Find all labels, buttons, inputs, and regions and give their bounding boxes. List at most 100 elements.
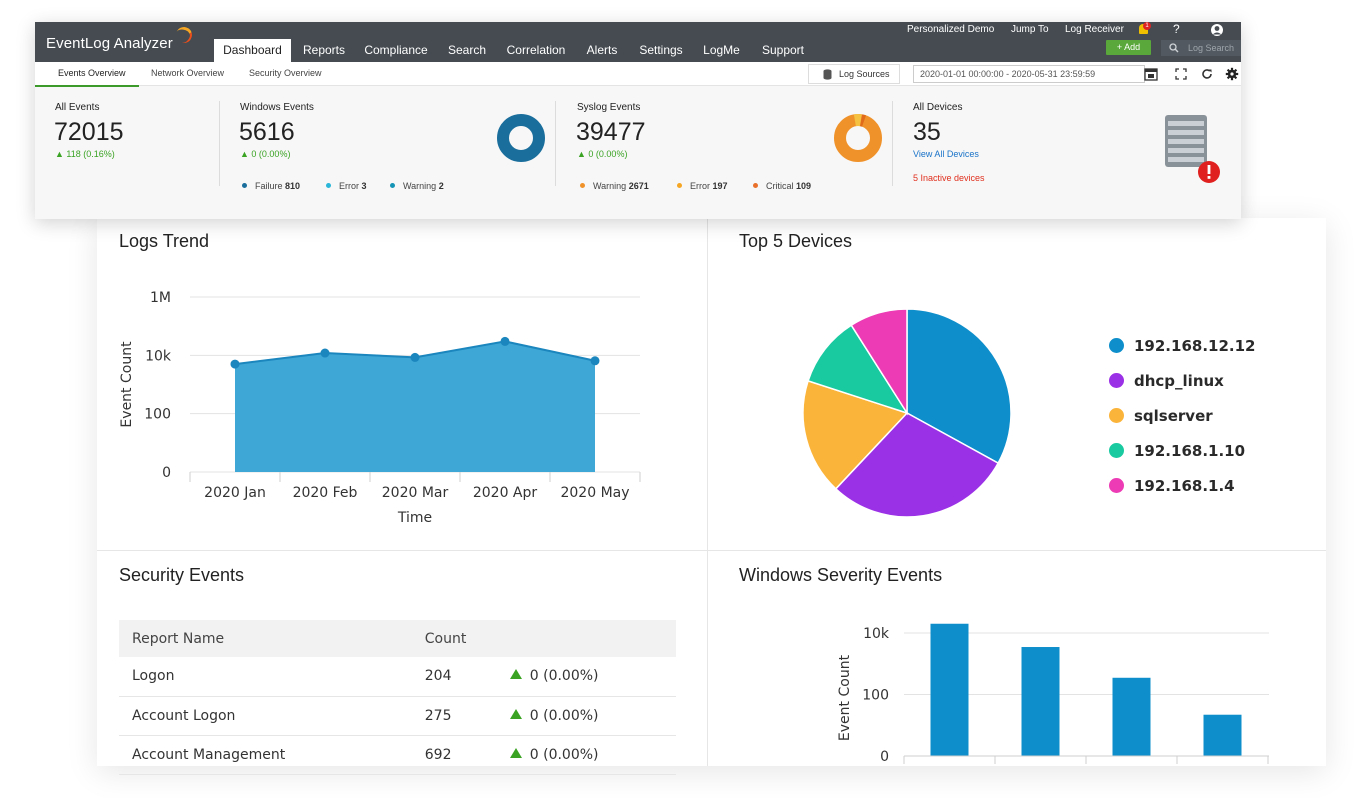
search-icon (1169, 43, 1179, 53)
legend-label: dhcp_linux (1134, 371, 1224, 390)
jump-to-link[interactable]: Jump To (1011, 24, 1049, 35)
legend-item[interactable]: 192.168.1.4 (1109, 468, 1255, 503)
security-events-title: Security Events (119, 565, 245, 585)
legend-dot (1109, 408, 1124, 423)
y-axis-title: Event Count (837, 654, 853, 741)
active-subtab-indicator (35, 85, 139, 87)
fullscreen-icon[interactable] (1173, 66, 1189, 82)
x-tick-label: 2020 Mar (382, 485, 449, 501)
table-row[interactable]: Account Logon 275 0 (0.00%) (119, 696, 676, 736)
legend-item[interactable]: sqlserver (1109, 398, 1255, 433)
change-value: 0 (0.00%) (529, 668, 599, 685)
legend-syslog-critical: Critical 109 (753, 181, 811, 191)
report-name-cell[interactable]: Logon (119, 657, 412, 697)
y-tick-label: 0 (880, 749, 889, 765)
windows-events-change: ▲ 0 (0.00%) (240, 149, 291, 159)
severity-bar[interactable] (1021, 647, 1060, 756)
windows-events-donut[interactable] (496, 113, 546, 163)
syslog-error-dot (677, 183, 682, 188)
legend-item[interactable]: dhcp_linux (1109, 363, 1255, 398)
user-avatar-icon[interactable] (1210, 23, 1224, 37)
syslog-events-value[interactable]: 39477 (576, 118, 646, 146)
tab-settings[interactable]: Settings (639, 43, 683, 57)
trend-point[interactable] (230, 359, 240, 369)
server-icon (1165, 115, 1207, 167)
severity-bar[interactable] (1203, 714, 1242, 756)
stat-divider (219, 101, 220, 186)
top-devices-title: Top 5 Devices (739, 231, 853, 251)
inactive-devices-link[interactable]: 5 Inactive devices (913, 173, 985, 183)
dashboard-panel: Logs Trend 0 100 10k 1M 2020 Jan 2020 Feb 2020… (97, 218, 1326, 775)
subtab-security-overview[interactable]: Security Overview (249, 68, 322, 78)
up-arrow-icon (509, 708, 522, 719)
logs-trend-chart[interactable]: 0 100 10k 1M 2020 Jan 2020 Feb 2020 Mar 2020 Ap… (97, 268, 697, 538)
failure-label: Failure (255, 181, 283, 191)
all-devices-value[interactable]: 35 (913, 118, 941, 146)
x-tick-label: 2020 May (560, 485, 629, 501)
y-tick-label: 100 (144, 407, 171, 423)
column-header-report-name: Report Name (119, 620, 412, 657)
top-devices-pie[interactable] (787, 298, 1027, 538)
all-events-change: ▲ 118 (0.16%) (55, 149, 115, 159)
change-value: 0 (0.00%) (529, 707, 599, 724)
severity-bar[interactable] (1112, 677, 1151, 756)
pie-slice[interactable] (834, 412, 1000, 518)
legend-item[interactable]: 192.168.12.12 (1109, 328, 1255, 363)
tab-support[interactable]: Support (761, 43, 805, 57)
x-tick-label: 2020 Jan (204, 485, 266, 501)
tab-alerts[interactable]: Alerts (586, 43, 618, 57)
app-logo[interactable]: EventLog Analyzer (46, 35, 173, 52)
refresh-icon[interactable] (1199, 66, 1215, 82)
severity-bar[interactable] (930, 623, 969, 756)
add-button[interactable]: + Add (1106, 40, 1151, 55)
trend-point[interactable] (410, 352, 420, 362)
trend-point[interactable] (590, 356, 600, 366)
syslog-events-donut[interactable] (833, 113, 883, 163)
pie-slice[interactable] (802, 379, 909, 490)
up-arrow-icon (509, 669, 522, 680)
windows-events-value[interactable]: 5616 (239, 118, 295, 146)
pie-slice[interactable] (807, 324, 909, 415)
table-row[interactable]: Logon 204 0 (0.00%) (119, 657, 676, 697)
legend-item[interactable]: 192.168.1.10 (1109, 433, 1255, 468)
pie-slice[interactable] (906, 308, 1012, 465)
subtab-network-overview[interactable]: Network Overview (151, 68, 225, 78)
gear-icon[interactable] (1224, 66, 1240, 82)
log-receiver-link[interactable]: Log Receiver (1065, 24, 1124, 35)
report-name-cell[interactable]: Account Management (119, 735, 412, 775)
all-events-value[interactable]: 72015 (54, 118, 124, 146)
tab-search[interactable]: Search (447, 43, 487, 57)
pie-slice[interactable] (850, 308, 908, 416)
table-row[interactable]: Account Management 692 0 (0.00%) (119, 735, 676, 775)
view-all-devices-link[interactable]: View All Devices (913, 149, 979, 159)
count-cell: 204 (411, 657, 497, 697)
trend-area (235, 341, 595, 472)
trend-point[interactable] (320, 348, 330, 358)
report-name-cell[interactable]: Account Logon (119, 696, 412, 736)
row-divider (97, 550, 1326, 551)
change-cell: 0 (0.00%) (496, 657, 676, 697)
legend-label: 192.168.1.10 (1134, 441, 1246, 460)
column-header-change (496, 620, 676, 657)
tab-logme[interactable]: LogMe (703, 43, 740, 57)
help-icon[interactable]: ? (1173, 22, 1180, 36)
syslog-events-label: Syslog Events (577, 102, 641, 113)
logs-trend-title: Logs Trend (119, 231, 210, 251)
tab-correlation[interactable]: Correlation (506, 43, 566, 57)
tab-compliance[interactable]: Compliance (364, 43, 428, 57)
windows-severity-chart[interactable]: 0 100 10k Event Count (709, 613, 1269, 766)
tab-reports[interactable]: Reports (302, 43, 346, 57)
legend-dot (1109, 338, 1124, 353)
calendar-icon[interactable] (1143, 66, 1159, 82)
log-search-input[interactable]: Log Search (1161, 40, 1241, 56)
log-sources-button[interactable]: Log Sources (808, 64, 900, 84)
tab-dashboard[interactable]: Dashboard (214, 39, 291, 62)
failure-dot (242, 183, 247, 188)
trend-point[interactable] (500, 336, 510, 346)
date-range-field[interactable]: 2020-01-01 00:00:00 - 2020-05-31 23:59:5… (913, 65, 1145, 83)
subtab-events-overview[interactable]: Events Overview (58, 68, 126, 78)
legend-dot (1109, 373, 1124, 388)
error-label: Error (339, 181, 359, 191)
legend-error: Error 3 (326, 181, 367, 191)
personalized-demo-link[interactable]: Personalized Demo (907, 24, 995, 35)
